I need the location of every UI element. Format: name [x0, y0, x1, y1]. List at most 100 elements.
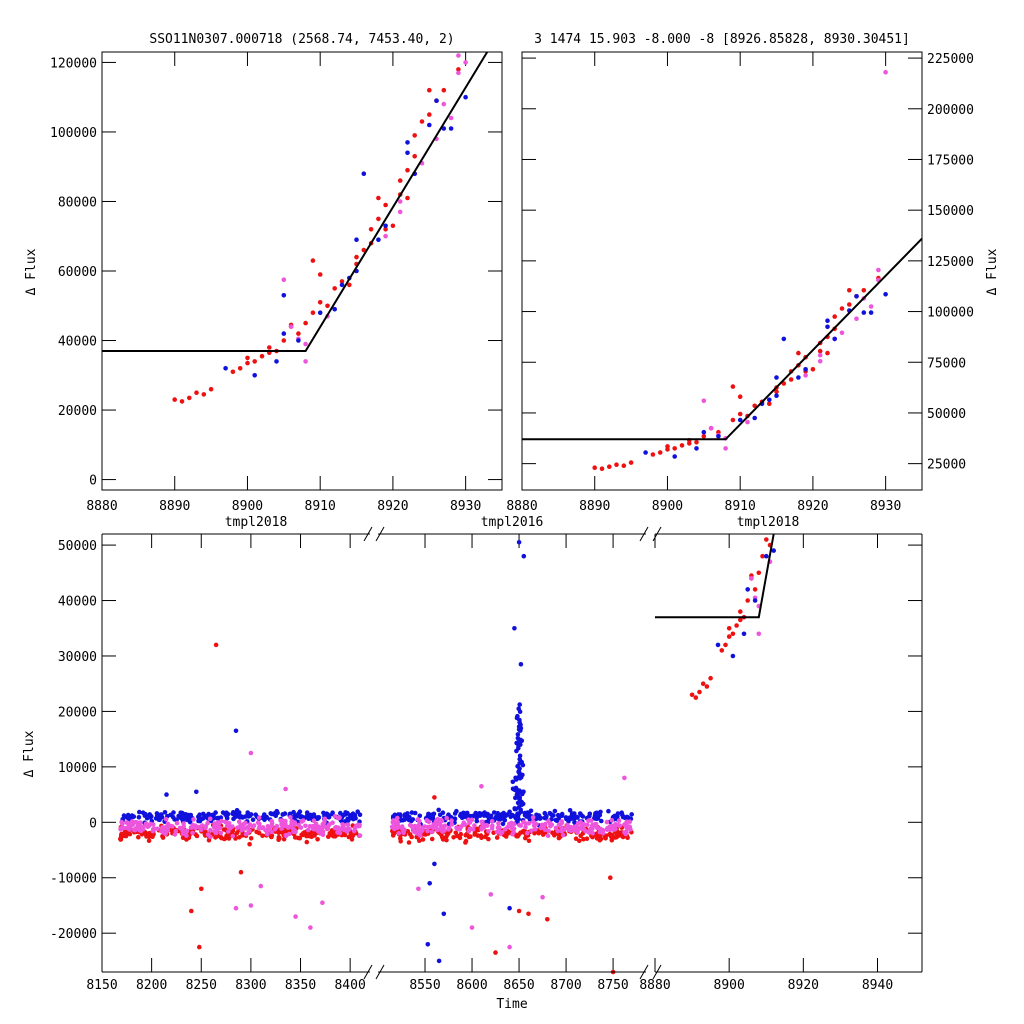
magenta-point [193, 825, 198, 831]
red-point [429, 836, 435, 842]
red-outlier-point [189, 908, 194, 914]
magenta-point [496, 821, 501, 826]
red-point [700, 681, 706, 686]
magenta-point [293, 829, 298, 835]
blue-point [513, 795, 518, 801]
red-point [737, 411, 743, 417]
red-point [810, 367, 816, 372]
magenta-point [472, 823, 477, 828]
magenta-point [817, 358, 823, 364]
blue-point [825, 318, 830, 324]
red-point [774, 389, 779, 395]
blue-point [803, 367, 808, 372]
x-tick-label: 8880 [639, 978, 670, 993]
magenta-point [397, 209, 403, 215]
axis-break-mark [375, 526, 385, 542]
magenta-point [416, 822, 422, 828]
red-point [607, 464, 612, 470]
magenta-point [494, 829, 500, 835]
magenta-point [256, 815, 262, 820]
blue-point [250, 817, 256, 822]
red-point [136, 834, 141, 840]
magenta-point [458, 824, 464, 829]
magenta-point [336, 827, 341, 832]
magenta-point [219, 818, 224, 824]
blue-point [515, 800, 521, 806]
magenta-point [395, 824, 401, 830]
magenta-point [240, 824, 246, 829]
magenta-point [218, 830, 224, 836]
blue-point [174, 817, 179, 822]
magenta-point [415, 817, 421, 822]
red-point [760, 553, 765, 559]
x-tick-label: 8920 [377, 499, 408, 514]
blue-point [517, 753, 523, 759]
red-point [468, 834, 473, 839]
magenta-point [449, 818, 454, 823]
magenta-point [466, 817, 471, 822]
red-point [240, 833, 245, 838]
y-tick-label: 150000 [927, 204, 974, 219]
red-point [628, 460, 634, 465]
blue-outlier-point [512, 626, 517, 631]
red-point [292, 835, 298, 840]
magenta-point [509, 820, 514, 826]
magenta-point [883, 70, 888, 75]
top-right-panel: 3 1474 15.903 -8.000 -8 [8926.85828, 893… [506, 32, 1000, 514]
magenta-point [446, 827, 451, 832]
y-tick-label: 200000 [927, 103, 974, 118]
red-point [310, 258, 316, 263]
magenta-point [296, 822, 302, 828]
magenta-point [396, 831, 402, 836]
magenta-point [425, 828, 430, 834]
blue-outlier-point [233, 728, 239, 734]
blue-point [767, 397, 772, 403]
magenta-point [609, 818, 615, 823]
magenta-point [412, 830, 418, 835]
x-tick-label: 8910 [725, 499, 756, 514]
blue-point [361, 171, 367, 176]
blue-point [774, 393, 779, 399]
blue-point [136, 815, 142, 820]
magenta-point [566, 827, 572, 833]
magenta-point [708, 425, 714, 431]
blue-point [522, 813, 528, 818]
red-point [245, 360, 250, 366]
x-tick-label: 8400 [334, 978, 365, 993]
red-point [281, 338, 287, 343]
blue-point [234, 813, 239, 819]
red-point [405, 195, 410, 201]
top-right-frame [521, 51, 923, 491]
blue-point [593, 811, 598, 816]
red-point [693, 695, 699, 700]
blue-point [500, 821, 506, 827]
y-tick-label: 100000 [50, 126, 97, 141]
magenta-point [576, 827, 581, 832]
magenta-point [593, 821, 599, 827]
x-tick-label: 8300 [235, 978, 266, 993]
red-point [267, 345, 272, 350]
magenta-point [299, 819, 305, 824]
red-point [494, 835, 500, 840]
blue-point [517, 702, 522, 707]
blue-point [509, 813, 515, 818]
magenta-point [839, 330, 845, 336]
blue-point [137, 809, 142, 815]
red-point [230, 369, 236, 375]
magenta-point [609, 823, 614, 829]
blue-point [440, 810, 446, 815]
blue-point [555, 812, 561, 818]
blue-point [436, 807, 442, 813]
blue-point [552, 808, 558, 814]
blue-point [510, 779, 516, 785]
blue-point [271, 811, 277, 817]
magenta-point [397, 199, 403, 204]
blue-point [223, 366, 228, 371]
red-point [738, 609, 743, 614]
magenta-point [546, 828, 551, 834]
blue-point [553, 817, 558, 823]
magenta-point [417, 833, 423, 838]
blue-point [517, 720, 522, 725]
red-point [719, 648, 725, 653]
